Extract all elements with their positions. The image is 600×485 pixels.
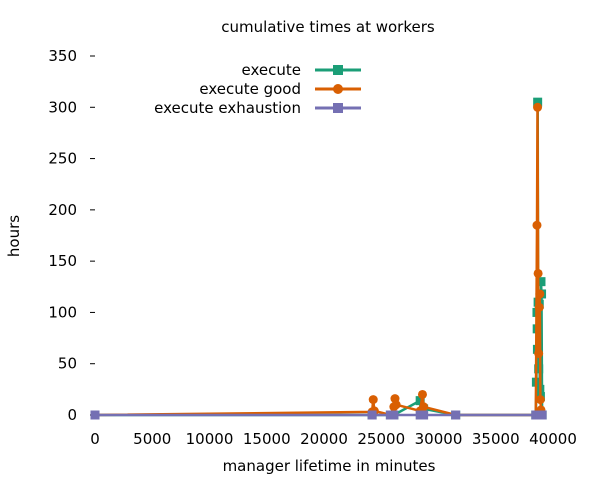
x-tick-label: 25000 bbox=[357, 430, 405, 448]
legend-marker bbox=[333, 103, 343, 113]
legend-label: execute exhaustion bbox=[154, 99, 301, 117]
data-point bbox=[533, 102, 543, 112]
series-line bbox=[95, 100, 544, 417]
series-3 bbox=[90, 410, 547, 420]
data-point bbox=[367, 410, 377, 420]
data-point bbox=[535, 395, 545, 405]
data-point bbox=[415, 396, 425, 406]
series-1 bbox=[90, 97, 547, 420]
data-point bbox=[391, 400, 401, 410]
y-tick-label: 100 bbox=[48, 303, 77, 321]
x-tick-label: 30000 bbox=[415, 430, 463, 448]
chart-title: cumulative times at workers bbox=[221, 18, 435, 36]
y-tick-label: 200 bbox=[48, 201, 77, 219]
legend-marker bbox=[333, 65, 343, 75]
series-2 bbox=[90, 102, 546, 420]
data-point bbox=[451, 410, 461, 420]
data-point bbox=[534, 302, 544, 312]
data-point bbox=[533, 97, 543, 107]
x-tick-label: 5000 bbox=[133, 430, 171, 448]
legend-label: execute good bbox=[199, 80, 301, 98]
series-line bbox=[94, 106, 543, 417]
y-tick-label: 250 bbox=[48, 150, 77, 168]
legend-label: execute bbox=[242, 61, 301, 79]
x-tick-label: 0 bbox=[90, 430, 100, 448]
x-tick-label: 20000 bbox=[300, 430, 348, 448]
data-point bbox=[90, 410, 100, 420]
data-point bbox=[536, 277, 546, 287]
data-point bbox=[419, 410, 429, 420]
y-tick-label: 300 bbox=[48, 98, 77, 116]
x-tick-label: 15000 bbox=[243, 430, 291, 448]
x-tick-label: 35000 bbox=[472, 430, 520, 448]
data-point bbox=[533, 268, 543, 278]
data-point bbox=[535, 289, 545, 299]
y-axis-label: hours bbox=[5, 215, 23, 257]
y-tick-label: 150 bbox=[48, 252, 77, 270]
data-point bbox=[537, 410, 547, 420]
y-tick-label: 0 bbox=[67, 406, 77, 424]
data-point bbox=[417, 389, 427, 399]
data-point bbox=[532, 220, 542, 230]
x-axis-label: manager lifetime in minutes bbox=[223, 457, 436, 475]
data-point bbox=[419, 402, 429, 412]
data-point bbox=[534, 364, 544, 374]
data-point bbox=[389, 410, 399, 420]
x-tick-label: 40000 bbox=[529, 430, 577, 448]
data-point bbox=[534, 348, 544, 358]
x-tick-label: 10000 bbox=[186, 430, 234, 448]
axes: 0 50 100 150 200 250 300 350 0 5000 10000 15000 2000… bbox=[48, 47, 577, 448]
series-layer bbox=[90, 97, 547, 420]
data-point bbox=[368, 395, 378, 405]
y-tick-label: 350 bbox=[48, 47, 77, 65]
y-tick-label: 50 bbox=[58, 355, 77, 373]
legend-marker bbox=[333, 84, 343, 94]
